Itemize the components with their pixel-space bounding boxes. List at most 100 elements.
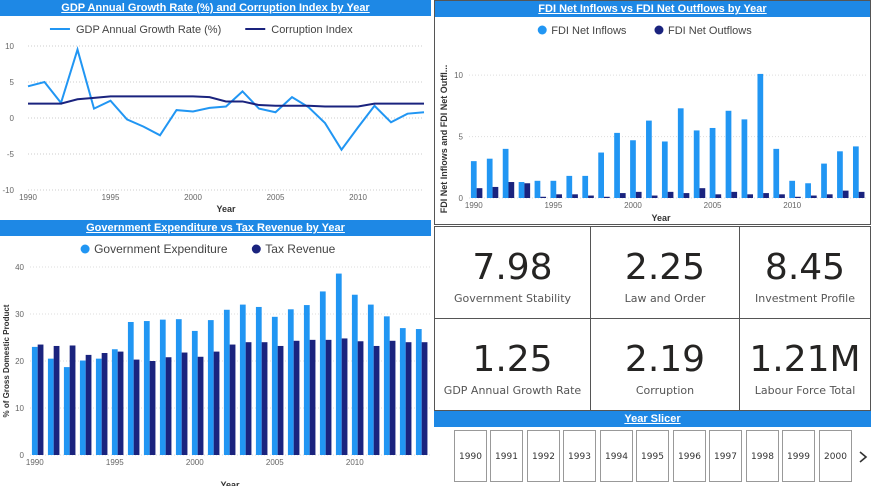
gov-chart-panel[interactable]: Government Expenditure vs Tax Revenue by… [0, 220, 431, 486]
y-tick-label: 30 [15, 310, 24, 319]
kpi-card-law-and-order[interactable]: 2.25 Law and Order [590, 226, 740, 319]
kpi-card-government-stability[interactable]: 7.98 Government Stability [434, 226, 591, 319]
gdp-chart-title: GDP Annual Growth Rate (%) and Corruptio… [0, 0, 431, 16]
bar [534, 180, 541, 198]
gdp-chart-panel[interactable]: GDP Annual Growth Rate (%) and Corruptio… [0, 0, 431, 218]
slicer-year-1992[interactable]: 1992 [527, 430, 560, 482]
bar [630, 140, 636, 198]
bar [213, 351, 220, 455]
x-tick-label: 2005 [267, 193, 285, 202]
kpi-card-gdp-growth-rate[interactable]: 1.25 GDP Annual Growth Rate [434, 318, 591, 411]
bar [518, 182, 525, 198]
bar [255, 306, 262, 455]
bar [309, 339, 316, 455]
x-tick-label: 1990 [465, 201, 483, 210]
bar [197, 356, 204, 455]
bar [335, 273, 342, 455]
slicer-year-1995[interactable]: 1995 [636, 430, 669, 482]
kpi-card-labour-force-total[interactable]: 1.21M Labour Force Total [739, 318, 871, 411]
bar [373, 345, 380, 455]
legend-dot-marker [537, 25, 547, 35]
bar [421, 342, 428, 455]
kpi-card-corruption[interactable]: 2.19 Corruption [590, 318, 740, 411]
bar [261, 342, 268, 455]
y-tick-label: 10 [5, 42, 14, 51]
bar [810, 195, 817, 198]
bar [229, 344, 236, 455]
fdi-bar-chart[interactable]: FDI Net Inflows FDI Net Outflows 0 5 10 1990 1… [435, 17, 869, 223]
x-tick-label: 1995 [544, 201, 562, 210]
slicer-year-1998[interactable]: 1998 [746, 430, 779, 482]
bar [111, 349, 118, 455]
bar [415, 329, 422, 455]
kpi-card-investment-profile[interactable]: 8.45 Investment Profile [739, 226, 871, 319]
bar [661, 141, 668, 198]
legend-dot-marker [251, 244, 261, 254]
bar [837, 151, 843, 198]
bar [191, 330, 198, 455]
y-axis-label: % of Gross Domestic Product [2, 304, 11, 417]
fdi-chart-title: FDI Net Inflows vs FDI Net Outflows by Y… [435, 1, 870, 17]
bar [651, 195, 658, 198]
legend-dot-marker [80, 244, 90, 254]
bar [405, 342, 412, 455]
kpi-label: Law and Order [624, 292, 706, 305]
bar [852, 146, 859, 198]
bar [133, 359, 140, 455]
bar [341, 338, 348, 455]
bar [476, 188, 483, 198]
slicer-year-1994[interactable]: 1994 [600, 430, 633, 482]
bar [69, 345, 76, 455]
bar [47, 358, 54, 455]
chevron-right-icon[interactable] [857, 449, 869, 465]
x-tick-label: 2000 [186, 458, 204, 467]
bar [181, 352, 188, 455]
slicer-year-1997[interactable]: 1997 [709, 430, 742, 482]
bar [667, 191, 674, 198]
x-tick-label: 2010 [346, 458, 364, 467]
gov-bar-chart[interactable]: Government Expenditure Tax Revenue 0 10 20 30… [0, 236, 431, 486]
gdp-line-chart[interactable]: GDP Annual Growth Rate (%) Corruption Ind… [0, 16, 431, 216]
slicer-year-1990[interactable]: 1990 [454, 430, 487, 482]
bar [165, 357, 172, 455]
x-tick-label: 2000 [184, 193, 202, 202]
bar [399, 328, 406, 455]
legend-label: FDI Net Outflows [668, 25, 752, 37]
x-axis-label: Year [220, 480, 240, 486]
bar [159, 319, 166, 455]
bar [693, 130, 700, 198]
bar [699, 188, 706, 198]
fdi-chart-panel[interactable]: FDI Net Inflows vs FDI Net Outflows by Y… [434, 0, 871, 225]
x-tick-label: 2010 [349, 193, 367, 202]
y-tick-label: -10 [2, 186, 14, 195]
bar [31, 346, 38, 455]
bar [79, 360, 86, 455]
bar [486, 158, 493, 198]
bar [303, 305, 310, 455]
slicer-year-1996[interactable]: 1996 [673, 430, 706, 482]
bar [149, 361, 156, 455]
slicer-year-1991[interactable]: 1991 [490, 430, 523, 482]
bar [357, 341, 364, 455]
bar [293, 340, 300, 455]
bar [795, 196, 801, 198]
legend-dot-marker [654, 25, 664, 35]
bar [367, 304, 374, 455]
bar [287, 309, 294, 455]
kpi-value: 1.25 [472, 339, 553, 380]
kpi-value: 2.25 [624, 247, 706, 288]
kpi-label: Investment Profile [754, 292, 855, 305]
bar [725, 110, 732, 198]
bar [646, 120, 652, 198]
kpi-label: Corruption [635, 384, 695, 397]
y-tick-label: 40 [15, 263, 24, 272]
bar [207, 320, 214, 455]
bar [325, 339, 332, 455]
slicer-year-2000[interactable]: 2000 [819, 430, 852, 482]
x-tick-label: 1995 [102, 193, 120, 202]
x-tick-label: 1995 [106, 458, 124, 467]
slicer-year-1999[interactable]: 1999 [782, 430, 815, 482]
bar [127, 321, 134, 455]
slicer-year-1993[interactable]: 1993 [563, 430, 596, 482]
y-tick-label: 10 [15, 404, 24, 413]
